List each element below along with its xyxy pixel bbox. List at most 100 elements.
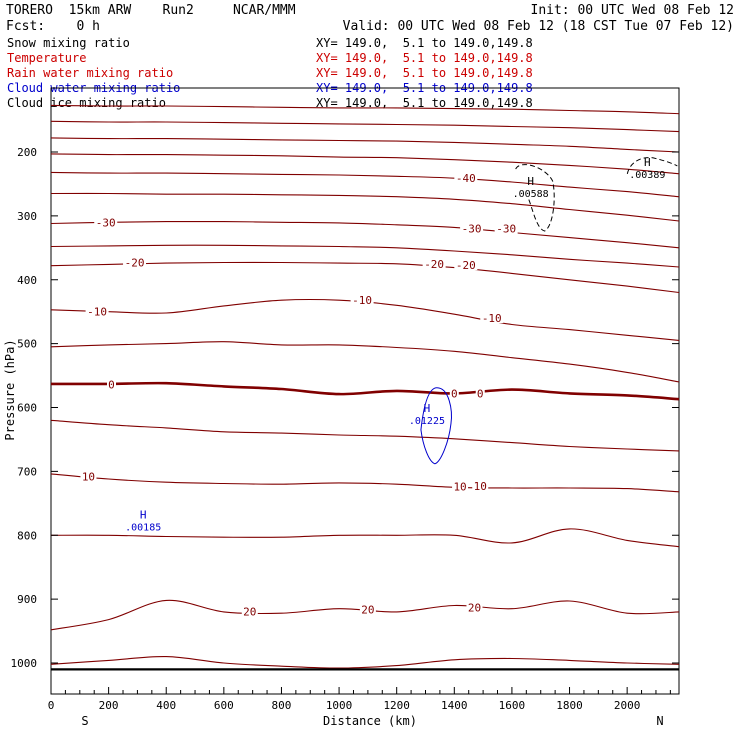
contour-label-bg: [454, 172, 478, 184]
isotherm-line: [50, 656, 680, 669]
contour-label-bg: [359, 603, 376, 615]
x-tick-label: 1000: [326, 699, 353, 712]
x-tick-label: 600: [214, 699, 234, 712]
contour-labels: -40 -30 -30 -30 -20 -20 -20 -10 -10 -10 0 0 0 10 10 10 2…: [80, 172, 518, 618]
x-tick-label: 1600: [499, 699, 526, 712]
legend-xy: XY= 149.0, 5.1 to 149.0,149.8: [316, 96, 533, 110]
end-label-south: S: [81, 714, 88, 728]
plot-frame: [50, 87, 680, 695]
contour-label: 0: [108, 379, 115, 392]
cloud-water-contour: [420, 387, 452, 465]
snow-contour: [626, 157, 678, 175]
contour-label-bg: [422, 257, 446, 269]
contour-label: 0: [451, 387, 458, 400]
contour-label: -10: [352, 294, 372, 307]
maximum-letter: H: [644, 156, 651, 169]
isotherm-line: [50, 261, 680, 294]
maximum-letter: H: [140, 508, 147, 521]
zero-isotherm: [50, 381, 680, 401]
contour-label-bg: [475, 387, 485, 399]
isotherm-line: [50, 528, 680, 548]
legend-xy: XY= 149.0, 5.1 to 149.0,149.8: [316, 36, 533, 50]
maximum-value: .00389: [629, 170, 665, 181]
isotherm-line: [50, 244, 680, 268]
y-axis-title: Pressure (hPa): [3, 339, 17, 440]
x-tick-label: 800: [272, 699, 292, 712]
x-axis-title: Distance (km): [323, 714, 417, 728]
isotherm-line: [50, 419, 680, 452]
temperature-contours: [50, 104, 680, 671]
contour-label-bg: [241, 605, 258, 617]
x-tick-label: 0: [48, 699, 55, 712]
isotherm-line: [50, 153, 680, 175]
isotherm-line: [50, 220, 680, 249]
contour-label: -10: [87, 306, 107, 319]
contour-label-bg: [472, 480, 489, 492]
header-init: Init: 00 UTC Wed 08 Feb 12: [531, 3, 735, 18]
contour-label: -30: [462, 223, 482, 236]
contour-label-bg: [480, 312, 504, 324]
legend: Snow mixing ratio XY= 149.0, 5.1 to 149.…: [7, 36, 533, 110]
contour-label-bg: [85, 305, 109, 317]
axis-ticks: 0 200 400 600 800 1000 1200 1400 1600 1800 2000200…: [11, 146, 679, 712]
contour-label-bg: [123, 256, 147, 268]
contour-label: 20: [361, 603, 374, 616]
contour-label-bg: [452, 480, 469, 492]
header-valid: Valid: 00 UTC Wed 08 Feb 12 (18 CST Tue …: [343, 19, 734, 34]
header-fcst: Fcst: 0 h: [6, 19, 100, 34]
maximum-value: .00588: [513, 189, 549, 200]
contour-label-bg: [494, 222, 518, 234]
y-tick-label: 600: [17, 402, 37, 415]
maximum-value: .01225: [409, 416, 445, 427]
isotherm-line: [50, 104, 680, 115]
legend-xy: XY= 149.0, 5.1 to 149.0,149.8: [316, 51, 533, 65]
y-tick-label: 300: [17, 210, 37, 223]
contour-label-bg: [94, 216, 118, 228]
contour-label-bg: [350, 294, 374, 306]
contour-label: 10: [82, 470, 95, 483]
isotherm-line: [50, 341, 680, 383]
legend-name: Rain water mixing ratio: [7, 66, 173, 80]
y-tick-label: 700: [17, 465, 37, 478]
contour-label: -20: [424, 258, 444, 271]
contour-label: 10: [474, 480, 487, 493]
y-tick-label: 800: [17, 529, 37, 542]
y-tick-label: 400: [17, 274, 37, 287]
isotherm-line: [50, 120, 680, 133]
x-tick-label: 200: [99, 699, 119, 712]
contour-label-bg: [460, 222, 484, 234]
contour-label: 10: [453, 481, 466, 494]
contour-label-bg: [449, 387, 459, 399]
x-tick-label: 1400: [441, 699, 468, 712]
header-model: TORERO 15km ARW Run2 NCAR/MMM: [6, 3, 296, 18]
snow-contour: [515, 164, 555, 232]
contour-label-bg: [466, 601, 483, 613]
y-tick-label: 200: [17, 146, 37, 159]
isotherm-line: [50, 137, 680, 153]
contour-label: -20: [125, 257, 145, 270]
contour-label-bg: [80, 470, 97, 482]
contour-label: -30: [96, 216, 116, 229]
x-tick-label: 1800: [556, 699, 583, 712]
contour-label: 20: [243, 605, 256, 618]
legend-xy: XY= 149.0, 5.1 to 149.0,149.8: [316, 66, 533, 80]
legend-name: Cloud ice mixing ratio: [7, 96, 166, 110]
contour-label: -10: [482, 312, 502, 325]
y-tick-label: 900: [17, 593, 37, 606]
contour-label: 20: [468, 601, 481, 614]
y-tick-label: 1000: [11, 657, 38, 670]
maximum-letter: H: [527, 175, 534, 188]
y-tick-label: 500: [17, 338, 37, 351]
contour-label-bg: [106, 378, 116, 390]
maximum-value: .00185: [125, 522, 161, 533]
legend-name: Snow mixing ratio: [7, 36, 130, 50]
x-tick-label: 2000: [614, 699, 641, 712]
x-tick-label: 1200: [383, 699, 410, 712]
maximum-letter: H: [424, 402, 431, 415]
isotherm-line: [50, 192, 680, 222]
isotherm-line: [50, 171, 680, 198]
end-label-north: N: [656, 714, 663, 728]
isotherm-line: [50, 473, 680, 493]
